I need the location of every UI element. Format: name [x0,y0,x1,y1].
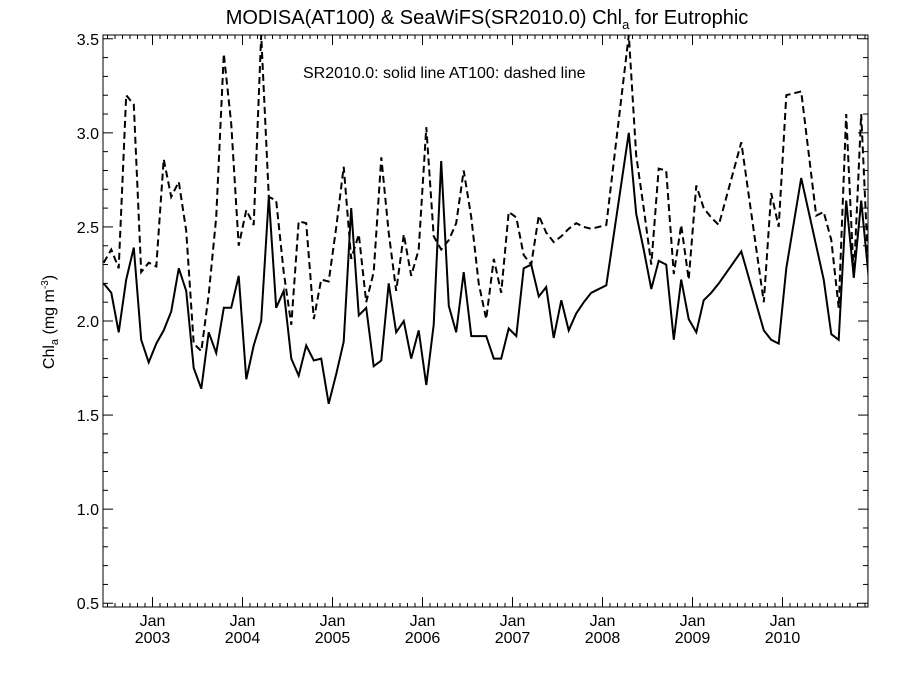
x-tick-label-month: Jan [680,613,706,630]
y-axis-label-post: ) [41,275,58,280]
x-tick-label-month: Jan [140,613,166,630]
x-tick-label-year: 2005 [315,630,351,647]
y-axis-label: Chla (mg m-3) [40,275,61,369]
x-tick-label-year: 2007 [495,630,531,647]
chart-title: MODISA(AT100) & SeaWiFS(SR2010.0) Chla f… [226,7,749,32]
y-tick-label: 2.5 [77,220,99,237]
x-tick-label-year: 2008 [585,630,621,647]
y-tick-label: 1.0 [77,502,99,519]
y-axis-label-mid: (mg m [41,289,58,339]
x-tick-label-month: Jan [770,613,796,630]
y-axis-label-pre: Chl [41,345,58,369]
y-tick-label: 2.0 [77,314,99,331]
x-tick-label-year: 2003 [135,630,171,647]
x-tick-label-month: Jan [500,613,526,630]
plot-frame [102,34,869,608]
y-axis-label-subscript: a [49,338,61,345]
x-tick-label-month: Jan [410,613,436,630]
x-tick-label-month: Jan [590,613,616,630]
x-tick-label-year: 2010 [765,630,801,647]
y-axis: 0.5 1.0 1.5 2.0 2.5 3.0 3.5 [77,32,868,613]
chart-title-rest: for Eutrophic [629,7,748,29]
chart-title-main: MODISA(AT100) & SeaWiFS(SR2010.0) Chl [226,7,622,29]
x-tick-label-month: Jan [320,613,346,630]
x-tick-label-year: 2009 [675,630,711,647]
y-axis-label-superscript: -3 [40,280,51,289]
y-tick-label: 1.5 [77,408,99,425]
line-style-annotation: SR2010.0: solid line AT100: dashed line [303,65,586,82]
series-line-sr2010-0 [103,132,868,405]
x-axis: Jan2003Jan2004Jan2005Jan2006Jan2007Jan20… [107,35,866,647]
y-tick-label: 0.5 [77,596,99,613]
y-tick-label: 3.0 [77,126,99,143]
series-layer [103,35,868,405]
x-tick-label-year: 2004 [225,630,261,647]
x-tick-label-year: 2006 [405,630,441,647]
chart-title-subscript: a [622,17,630,32]
y-tick-label: 3.5 [77,32,99,49]
x-tick-label-month: Jan [230,613,256,630]
series-line-at100 [103,35,868,354]
